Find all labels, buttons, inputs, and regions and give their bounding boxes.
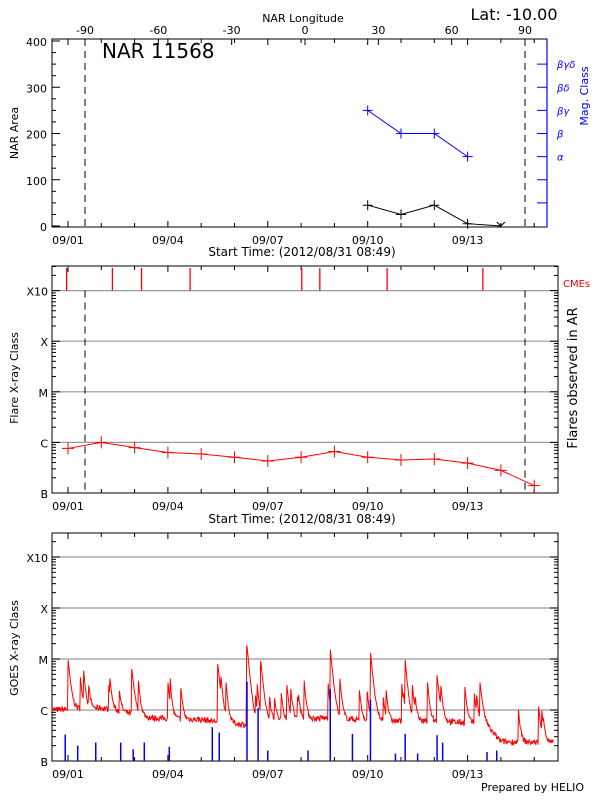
top-x-tick-label: 60 — [445, 24, 459, 37]
flare-point — [395, 453, 407, 466]
top-x-tick-label: -60 — [149, 24, 167, 37]
x-tick-label: 09/13 — [452, 768, 484, 781]
flare-class-line — [67, 441, 535, 487]
flare-point — [228, 451, 241, 464]
panel3-y-axis-title: GOES X-ray Class — [8, 600, 21, 696]
flare-point — [95, 436, 108, 449]
flare-point — [428, 452, 441, 465]
y-tick-label: 0 — [40, 221, 47, 234]
top-x-tick-label: 0 — [302, 24, 309, 37]
top-x-tick-label: 90 — [518, 24, 532, 37]
top-x-tick-label: -90 — [76, 24, 94, 37]
top-x-tick-label: 30 — [371, 24, 385, 37]
y-tick-label: M — [39, 387, 49, 400]
y-tick-label: X — [40, 336, 48, 349]
flare-point — [461, 457, 474, 470]
nar-area-point — [429, 200, 440, 211]
cme-label: CMEs — [563, 279, 590, 290]
panel3-frame — [51, 532, 559, 762]
y-tick-label: 200 — [26, 129, 47, 142]
x-tick-label: 09/01 — [52, 500, 84, 513]
flare-point — [528, 479, 541, 492]
y-tick-label: X — [40, 603, 48, 616]
x-tick-label: 09/07 — [252, 768, 284, 781]
flare-point — [361, 451, 374, 464]
mag-class-point — [396, 128, 406, 139]
flare-point — [328, 445, 341, 458]
footer-credit: Prepared by HELIO — [481, 781, 584, 794]
flare-point — [261, 454, 274, 467]
top-x-tick-label: -30 — [223, 24, 241, 37]
y2-tick-label: βγδ — [556, 60, 575, 71]
y-tick-label: X10 — [26, 552, 48, 565]
x-tick-label: 09/04 — [152, 500, 184, 513]
y-tick-label: C — [40, 705, 48, 718]
flare-point — [62, 442, 74, 455]
mag-class-line — [367, 109, 468, 158]
y2-tick-label: βδ — [556, 83, 570, 94]
panel2-x-axis-title: Start Time: (2012/08/31 08:49) — [208, 512, 395, 526]
x-tick-label: 09/13 — [452, 234, 484, 247]
y2-tick-label: α — [557, 153, 564, 164]
panel1-x-axis-title: Start Time: (2012/08/31 08:49) — [208, 245, 395, 259]
y2-tick-label: β — [556, 130, 564, 141]
x-tick-label: 09/04 — [152, 234, 184, 247]
panel1-frame — [51, 38, 548, 228]
y-tick-label: 400 — [26, 36, 47, 49]
x-tick-label: 09/07 — [252, 234, 284, 247]
y2-tick-label: βγ — [556, 106, 570, 117]
x-tick-label: 09/10 — [352, 500, 384, 513]
x-tick-label: 09/07 — [252, 500, 284, 513]
top-x-axis-title: NAR Longitude — [262, 12, 344, 25]
flare-point — [295, 451, 308, 464]
nar-area-point — [362, 200, 373, 211]
panel2-frame — [51, 265, 559, 494]
flare-point — [195, 447, 208, 460]
x-tick-label: 09/10 — [352, 234, 384, 247]
mag-class-point — [362, 105, 373, 116]
latitude-label: Lat: -10.00 — [470, 5, 557, 24]
flare-point — [161, 446, 174, 459]
panel2-y-axis-title: Flare X-ray Class — [8, 332, 21, 424]
x-tick-label: 09/10 — [352, 768, 384, 781]
panel1-y-axis-title: NAR Area — [8, 107, 21, 159]
x-tick-label: 09/13 — [452, 500, 484, 513]
mag-class-point — [462, 151, 473, 162]
nar-area-point — [462, 218, 473, 229]
nar-area-point — [496, 221, 506, 227]
flare-point — [494, 464, 507, 477]
y-tick-label: C — [40, 437, 48, 450]
goes-long-channel-line — [50, 645, 554, 746]
y-tick-label: M — [39, 654, 49, 667]
x-tick-label: 09/01 — [52, 234, 84, 247]
y-tick-label: B — [40, 756, 48, 769]
y-tick-label: X10 — [26, 286, 48, 299]
y-tick-label: 100 — [26, 175, 47, 188]
y-tick-label: B — [40, 488, 48, 501]
panel2-y2-axis-title: Flares observed in AR — [566, 307, 581, 448]
flare-point — [128, 441, 141, 454]
x-tick-label: 09/01 — [52, 768, 84, 781]
x-tick-label: 09/04 — [152, 768, 184, 781]
panel1-y2-axis-title: Mag. Class — [578, 66, 591, 125]
nar-area-point — [396, 209, 406, 220]
y-tick-label: 300 — [26, 82, 47, 95]
mag-class-point — [429, 128, 440, 139]
